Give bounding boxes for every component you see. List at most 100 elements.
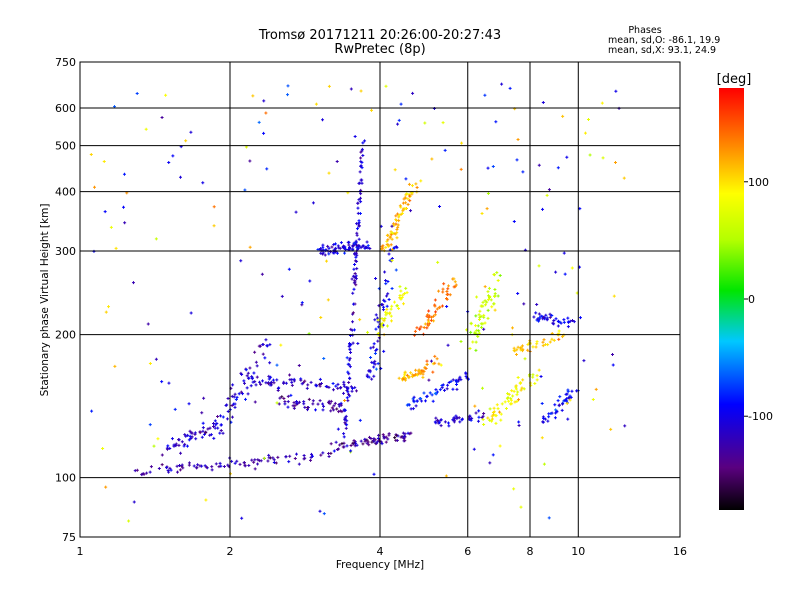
echo-point (372, 365, 376, 369)
echo-point (460, 418, 464, 422)
echo-point (318, 399, 322, 403)
echo-point (254, 383, 258, 387)
echo-point (342, 432, 346, 436)
echo-point (202, 432, 206, 436)
echo-point (344, 426, 348, 430)
echo-point (336, 427, 340, 431)
echo-point (540, 401, 544, 405)
echo-point (481, 300, 485, 304)
x-tick-label: 6 (464, 545, 471, 558)
echo-point (326, 298, 330, 302)
echo-point (225, 417, 229, 421)
echo-point (490, 305, 494, 309)
echo-point (240, 373, 244, 377)
echo-point (393, 436, 397, 440)
echo-point (268, 383, 272, 387)
echo-point (225, 403, 229, 407)
gridlines (80, 62, 680, 537)
echo-point (451, 418, 455, 422)
echo-point (212, 205, 216, 209)
echo-point (439, 418, 443, 422)
echo-point (295, 452, 299, 456)
echo-point (145, 471, 149, 475)
echo-point (566, 325, 570, 329)
echo-point (226, 463, 230, 467)
echo-point (359, 89, 363, 93)
echo-point (230, 415, 234, 419)
echo-point (365, 373, 369, 377)
echo-point (454, 283, 458, 287)
echo-point (319, 453, 323, 457)
echo-point (490, 419, 494, 423)
echo-point (338, 386, 342, 390)
echo-point (614, 89, 618, 93)
echo-point (287, 460, 291, 464)
echo-point (297, 462, 301, 466)
echo-point (454, 378, 458, 382)
echo-point (345, 356, 349, 360)
echo-point (148, 362, 152, 366)
echo-point (474, 348, 478, 352)
echo-point (347, 247, 351, 251)
echo-point (392, 246, 396, 250)
echo-point (548, 340, 552, 344)
echo-point (388, 311, 392, 315)
echo-point (385, 324, 389, 328)
echo-point (406, 431, 410, 435)
echo-point (468, 417, 472, 421)
echo-point (248, 366, 252, 370)
echo-point (397, 118, 401, 122)
echo-point (160, 463, 164, 467)
echo-point (244, 397, 247, 401)
echo-point (387, 432, 391, 436)
echo-point (292, 377, 296, 381)
echo-point (200, 435, 204, 439)
echo-point (248, 245, 252, 249)
echo-point (302, 400, 306, 404)
echo-point (261, 379, 265, 383)
echo-point (370, 108, 374, 112)
echo-point (351, 247, 355, 251)
echo-point (385, 239, 389, 243)
echo-point (521, 378, 525, 382)
echo-point (623, 424, 627, 428)
echo-point (203, 464, 207, 468)
echo-point (221, 431, 225, 435)
echo-point (166, 444, 170, 448)
x-tick-label: 10 (571, 545, 585, 558)
echo-point (553, 403, 557, 407)
echo-point (387, 244, 391, 248)
echo-point (247, 376, 251, 380)
echo-point (254, 360, 258, 364)
echo-point (251, 94, 255, 98)
echo-point (349, 327, 353, 331)
echo-point (202, 396, 206, 400)
echo-point (398, 204, 402, 208)
echo-point (288, 454, 292, 458)
echo-point (372, 472, 376, 476)
echo-point (481, 417, 485, 421)
echo-point (261, 352, 265, 356)
echo-point (167, 160, 171, 164)
echo-point (496, 407, 500, 411)
echo-point (246, 371, 250, 375)
echo-point (348, 394, 352, 398)
echo-point (343, 398, 347, 402)
echo-point (232, 402, 236, 406)
echo-point (488, 407, 492, 411)
echo-point (408, 194, 412, 198)
echo-point (216, 426, 220, 430)
echo-point (122, 172, 126, 176)
echo-point (187, 463, 191, 467)
echo-point (184, 139, 188, 143)
x-tick-label: 1 (77, 545, 84, 558)
echo-point (355, 253, 359, 257)
echo-point (318, 384, 322, 388)
stats-line-x: mean, sd,X: 93.1, 24.9 (608, 45, 716, 56)
echo-point (499, 418, 503, 422)
echo-point (384, 84, 388, 88)
echo-point (443, 148, 447, 152)
stats-heading: Phases (628, 25, 661, 36)
echo-point (295, 401, 299, 405)
echo-point (309, 452, 313, 456)
